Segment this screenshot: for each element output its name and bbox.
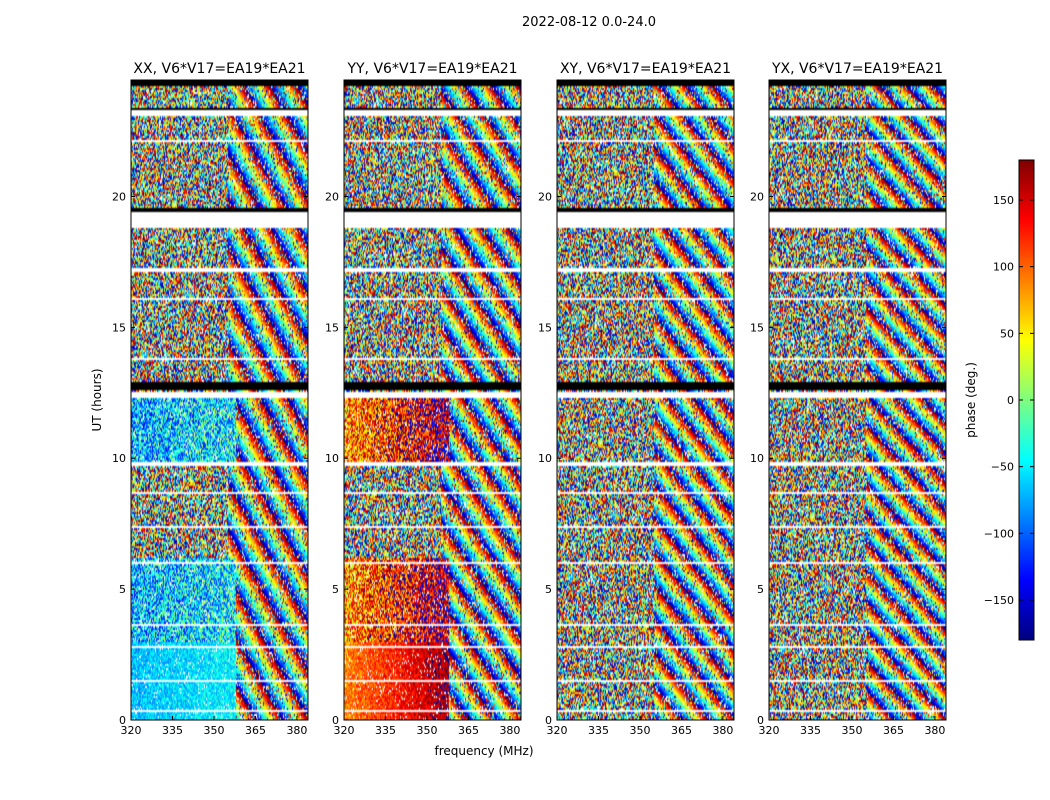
y-tick-label: 5: [119, 583, 126, 596]
y-tick-label: 20: [325, 190, 339, 203]
phase-heatmap: [344, 80, 521, 720]
x-tick-label: 335: [375, 724, 396, 737]
y-tick-label: 15: [325, 321, 339, 334]
panel-frame: [343, 79, 522, 721]
phase-heatmap: [769, 80, 946, 720]
colorbar-tick-label: 100: [993, 261, 1014, 274]
x-tick-label: 320: [547, 724, 568, 737]
colorbar: −150 −100 −50 0 50 100 150: [984, 159, 1035, 641]
y-tick-label: 10: [112, 452, 126, 465]
y-tick-label: 10: [538, 452, 552, 465]
colorbar-tick-label: −50: [991, 461, 1014, 474]
y-axis-label: UT (hours): [90, 368, 104, 431]
y-tick-label: 15: [112, 321, 126, 334]
colorbar-tick-label: 50: [1000, 327, 1014, 340]
x-tick-label: 335: [162, 724, 183, 737]
colorbar-tick-label: 150: [993, 194, 1014, 207]
x-tick-label: 350: [841, 724, 862, 737]
x-axis-label: frequency (MHz): [434, 744, 533, 758]
y-tick-label: 0: [757, 714, 764, 727]
panel-title: YX, V6*V17=EA19*EA21: [771, 61, 943, 77]
x-tick-label: 320: [759, 724, 780, 737]
x-tick-label: 365: [671, 724, 692, 737]
x-tick-label: 320: [121, 724, 142, 737]
y-tick-label: 20: [750, 190, 764, 203]
panel-frame: [768, 79, 947, 721]
panel-title: XY, V6*V17=EA19*EA21: [560, 61, 731, 77]
colorbar-tick-label: 0: [1007, 394, 1014, 407]
x-tick-label: 380: [286, 724, 307, 737]
x-tick-label: 380: [499, 724, 520, 737]
y-tick-label: 15: [538, 321, 552, 334]
x-tick-label: 320: [334, 724, 355, 737]
panel-0: XX, V6*V17=EA19*EA21 320 335 350 365 380 0 5 10 1…: [112, 61, 309, 737]
panel-title: YY, V6*V17=EA19*EA21: [346, 61, 517, 77]
x-tick-label: 350: [203, 724, 224, 737]
panel-1: YY, V6*V17=EA19*EA21 320 335 350 365 380 0 5 10 1…: [325, 61, 522, 737]
y-tick-label: 0: [332, 714, 339, 727]
panels-group: XX, V6*V17=EA19*EA21 320 335 350 365 380 0 5 10 1…: [112, 61, 947, 737]
x-tick-label: 335: [800, 724, 821, 737]
colorbar-label: phase (deg.): [964, 362, 978, 438]
x-tick-label: 380: [712, 724, 733, 737]
colorbar-tick-label: −150: [984, 594, 1014, 607]
panel-2: XY, V6*V17=EA19*EA21 320 335 350 365 380 0 5 10 1…: [538, 61, 735, 737]
y-tick-label: 20: [538, 190, 552, 203]
y-tick-label: 20: [112, 190, 126, 203]
x-tick-label: 350: [416, 724, 437, 737]
y-tick-label: 15: [750, 321, 764, 334]
y-tick-label: 0: [119, 714, 126, 727]
phase-heatmap: [131, 80, 308, 720]
phase-heatmap: [557, 80, 734, 720]
y-tick-label: 5: [545, 583, 552, 596]
x-tick-label: 365: [458, 724, 479, 737]
colorbar-tick-label: −100: [984, 527, 1014, 540]
y-tick-label: 0: [545, 714, 552, 727]
x-tick-label: 365: [245, 724, 266, 737]
panel-frame: [130, 79, 309, 721]
x-tick-label: 335: [588, 724, 609, 737]
panel-3: YX, V6*V17=EA19*EA21 320 335 350 365 380 0 5 10 1…: [750, 61, 947, 737]
panel-title: XX, V6*V17=EA19*EA21: [133, 61, 305, 77]
y-tick-label: 10: [750, 452, 764, 465]
x-tick-label: 380: [924, 724, 945, 737]
y-tick-label: 10: [325, 452, 339, 465]
panel-frame: [556, 79, 735, 721]
x-tick-label: 350: [629, 724, 650, 737]
x-tick-label: 365: [883, 724, 904, 737]
y-tick-label: 5: [757, 583, 764, 596]
y-tick-label: 5: [332, 583, 339, 596]
figure-title: 2022-08-12 0.0-24.0: [522, 15, 656, 30]
